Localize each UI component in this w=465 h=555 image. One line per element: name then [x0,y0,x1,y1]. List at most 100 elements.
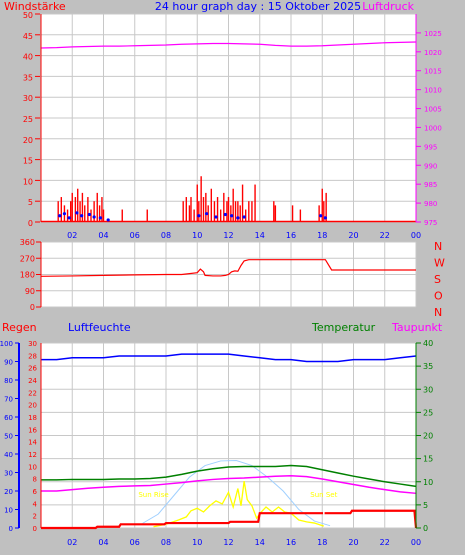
direction-tick-label: 0 [30,303,35,312]
humidity-tick-label: 80 [4,377,13,385]
wind-x-tick-label: 04 [98,231,108,240]
rain-tick-label: 18 [28,414,37,422]
wind-tick-label: 30 [23,94,33,103]
gust-point [223,212,227,217]
gust-point [92,215,96,219]
rain-tick-label: 0 [33,525,37,533]
wind-x-tick-label: 02 [67,231,77,240]
gust-point [75,211,79,215]
pressure-tick-label: 1020 [424,49,442,57]
temp-x-tick-label: 06 [130,538,140,547]
wind-tick-label: 25 [23,115,33,124]
wind-x-tick-label: 14 [255,231,265,240]
sun-annotation: Sun Rise [138,491,168,499]
temp-tick-label: 25 [423,408,433,417]
wind-x-tick-label: 22 [380,231,390,240]
direction-tick-label: 180 [20,271,35,280]
rain-tick-label: 12 [28,451,37,459]
temp-x-tick-label: 02 [67,538,77,547]
wind-x-tick-label: 18 [317,231,327,240]
temp-tick-label: 30 [423,385,433,394]
rain-line [41,509,418,530]
wind-tick-label: 20 [23,136,33,145]
temp-tick-label: 40 [423,339,433,348]
temp-x-tick-label: 10 [192,538,202,547]
humidity-tick-label: 20 [4,488,13,496]
compass-label: W [434,257,445,270]
gust-point [197,214,201,218]
wind-tick-label: 45 [23,32,33,41]
chart-title: 24 hour graph day : 15 Oktober 2025 [155,0,361,13]
wind-x-tick-label: 12 [223,231,233,240]
gust-point [58,214,62,218]
gust-point [98,216,102,220]
wind-tick-label: 50 [23,11,33,20]
temp-tick-label: 0 [423,524,428,533]
wind-x-tick-label: 10 [192,231,202,240]
sun-annotation: Sun Set [310,491,337,499]
temp-x-tick-label: 14 [255,538,265,547]
rain-tick-label: 2 [33,513,37,521]
wind-x-tick-label: 16 [286,231,296,240]
wind-tick-label: 5 [28,198,33,207]
rain-tick-label: 26 [28,365,37,373]
temp-tick-label: 15 [423,455,433,464]
humidity-tick-label: 70 [4,396,13,404]
temperature-line [41,464,417,488]
compass-label: N [434,240,442,253]
wind-x-tick-label: 00 [411,231,421,240]
pressure-tick-label: 1010 [424,87,442,95]
humidity-tick-label: 100 [0,340,13,348]
gust-point [323,216,327,220]
temp-x-tick-label: 16 [286,538,296,547]
rain-tick-label: 24 [28,377,37,385]
pressure-line [40,41,417,49]
wind-axis-label: Windstärke [4,0,66,13]
humidity-tick-label: 50 [4,433,13,441]
temperature-axis-label: Temperatur [311,321,376,334]
dewpoint-axis-label: Taupunkt [391,321,443,334]
humidity-tick-label: 90 [4,359,13,367]
rain-tick-label: 28 [28,352,37,360]
humidity-tick-label: 30 [4,470,13,478]
temp-tick-label: 35 [423,362,433,371]
wind-tick-label: 35 [23,73,33,82]
gust-point [205,212,209,216]
temp-tick-label: 10 [423,478,433,487]
compass-label: O [434,290,443,303]
pressure-tick-label: 985 [424,181,437,189]
wind-tick-label: 15 [23,157,33,166]
wind-marks [40,41,417,223]
temp-x-tick-label: 20 [348,538,358,547]
gust-point [67,216,71,220]
temp-x-tick-label: 12 [223,538,233,547]
humidity-tick-label: 0 [9,525,13,533]
wind-pressure-panel: 0510152025303540455097598098599099510001… [23,11,442,240]
humidity-tick-label: 40 [4,451,13,459]
rain-tick-label: 14 [28,439,37,447]
temp-x-tick-label: 22 [380,538,390,547]
temp-tick-label: 20 [423,432,433,441]
rain-tick-label: 8 [33,476,37,484]
direction-grid [41,241,417,308]
compass-label: S [434,273,441,286]
uv-line [142,459,331,527]
pressure-tick-label: 990 [424,162,437,170]
direction-tick-label: 270 [20,254,35,263]
wind-tick-label: 10 [23,177,33,186]
wind-tick-label: 40 [23,53,33,62]
rain-tick-label: 30 [28,340,37,348]
rain-tick-label: 20 [28,402,37,410]
temp-rain-panel: Sun Rise Sun Set 051015202530354002468101… [0,339,433,547]
humidity-tick-label: 10 [4,507,13,515]
temp-tick-label: 5 [423,501,428,510]
temp-grid [41,342,417,529]
pressure-tick-label: 995 [424,143,437,151]
pressure-tick-label: 1005 [424,106,442,114]
gust-point [236,216,240,220]
pressure-tick-label: 980 [424,200,437,208]
direction-marks [40,259,416,277]
gust-point [80,214,84,218]
